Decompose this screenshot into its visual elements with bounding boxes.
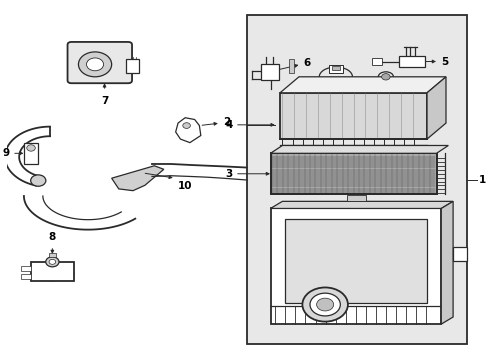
- Circle shape: [309, 293, 340, 316]
- Bar: [261, 64, 279, 80]
- Polygon shape: [270, 145, 447, 153]
- Bar: [284, 219, 426, 303]
- Bar: [48, 253, 56, 257]
- Bar: [280, 93, 426, 139]
- Polygon shape: [175, 118, 201, 143]
- Bar: [372, 58, 381, 65]
- Bar: [24, 143, 38, 164]
- Bar: [270, 153, 436, 194]
- Polygon shape: [280, 77, 445, 93]
- Circle shape: [381, 73, 389, 80]
- Circle shape: [46, 257, 59, 267]
- Text: 7: 7: [101, 96, 108, 106]
- Bar: [346, 195, 366, 201]
- Text: 2: 2: [223, 117, 230, 127]
- Bar: [125, 59, 139, 73]
- FancyBboxPatch shape: [67, 42, 132, 83]
- Text: 8: 8: [49, 232, 56, 242]
- Bar: [289, 59, 294, 73]
- Text: 6: 6: [303, 58, 310, 68]
- Circle shape: [86, 58, 103, 71]
- Circle shape: [316, 298, 333, 311]
- Bar: [328, 66, 342, 73]
- Text: 9: 9: [2, 148, 10, 158]
- Text: 1: 1: [478, 175, 486, 185]
- Circle shape: [302, 288, 347, 321]
- Circle shape: [49, 259, 56, 264]
- Text: 4: 4: [225, 120, 232, 130]
- Polygon shape: [452, 247, 467, 261]
- Bar: [246, 14, 467, 344]
- Text: 5: 5: [440, 57, 447, 67]
- Bar: [398, 56, 424, 67]
- Polygon shape: [270, 201, 452, 208]
- Circle shape: [183, 123, 190, 129]
- Polygon shape: [440, 201, 452, 324]
- Circle shape: [31, 175, 46, 186]
- Bar: [331, 66, 339, 71]
- Polygon shape: [111, 166, 163, 191]
- Bar: [31, 262, 74, 282]
- Circle shape: [27, 145, 35, 151]
- Bar: [20, 274, 31, 279]
- Bar: [20, 266, 31, 271]
- Bar: [270, 208, 440, 324]
- Text: 3: 3: [225, 169, 232, 179]
- Circle shape: [78, 52, 111, 77]
- Polygon shape: [426, 77, 445, 139]
- Text: 10: 10: [178, 181, 192, 191]
